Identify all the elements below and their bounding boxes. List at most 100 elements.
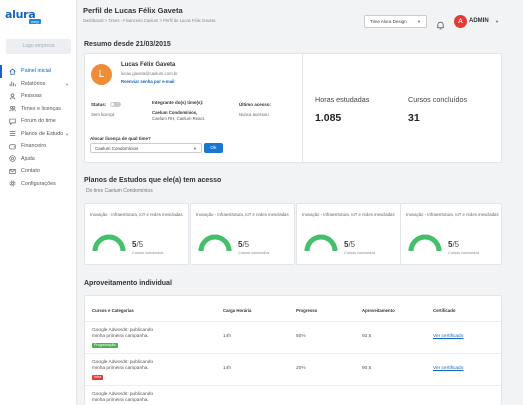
hours-value: 1.085	[315, 112, 342, 124]
company-logo-placeholder: Logo empresa	[6, 39, 71, 54]
table-row: Google Adwords: publicando minha primeira…	[85, 385, 503, 405]
sidebar-item-label: Pessoas	[21, 93, 42, 100]
score-cell: 92,5	[362, 334, 372, 339]
sidebar-item-times-licencas[interactable]: Times e licenças	[0, 103, 77, 116]
chevron-down-icon: ▼	[65, 131, 69, 137]
profile-card: L Lucas Félix Gaveta lucas.gaveta@caelum…	[84, 53, 303, 163]
plan-count-label: Cursos concluídos	[344, 251, 376, 255]
sidebar-nav: Painel inicial Relatórios ▼ Pessoas Time…	[0, 65, 77, 190]
plan-card[interactable]: Inovação - Infraestrutura, IoT e redes m…	[400, 203, 502, 265]
chevron-down-icon: ▼	[65, 81, 69, 87]
plan-count-total: /5	[242, 240, 250, 249]
page-title: Perfil de Lucas Félix Gaveta	[83, 6, 183, 15]
team-select-value: Time Alura Design	[370, 19, 407, 24]
teams-value-2: Caelum RH, Caelum React.	[152, 116, 206, 121]
course-name-line: minha primeira campanha.	[92, 397, 149, 403]
plan-count-done: 5	[238, 240, 243, 249]
page-header: Perfil de Lucas Félix Gaveta Dashboard >…	[77, 0, 523, 38]
plan-count-label: Cursos concluídos	[132, 251, 164, 255]
team-select[interactable]: Time Alura Design ▼	[364, 15, 427, 28]
plan-name: Inovação - Infraestrutura, IoT e redes m…	[302, 212, 395, 217]
course-name-line: Google Adwords: publicando	[92, 328, 154, 333]
table-row: Google Adwords: publicando minha primeira…	[85, 321, 503, 353]
progress-cell: 50%	[296, 334, 306, 339]
status-value: Sem licença	[91, 112, 115, 117]
teams-value-1: Caelum Condomínios,	[152, 110, 198, 115]
sidebar-item-planos-estudo[interactable]: Planos de Estudo ▼	[0, 128, 77, 141]
sidebar-item-label: Relatórios	[21, 80, 46, 87]
course-name-line: minha primeira campanha.	[92, 333, 149, 339]
course-name-line: Google Adwords: publicando	[92, 392, 154, 397]
sidebar-item-painel-inicial[interactable]: Painel inicial	[0, 65, 77, 78]
plan-card[interactable]: Inovação - Infraestrutura, IoT e redes m…	[190, 203, 295, 265]
avatar[interactable]: A	[454, 15, 467, 28]
plan-card[interactable]: Inovação - Infraestrutura, IoT e redes m…	[296, 203, 401, 265]
sidebar-item-label: Painel inicial	[21, 68, 51, 75]
plans-subtitle: Do time Caelum Condomínios	[86, 188, 153, 194]
hours-label: Horas estudadas	[315, 95, 370, 104]
chevron-down-icon[interactable]: ▼	[495, 19, 499, 24]
home-icon	[8, 67, 17, 76]
plan-progress-gauge	[92, 234, 126, 252]
column-header-hours: Carga Horária	[223, 308, 252, 313]
sidebar-item-contato[interactable]: Contato	[0, 165, 77, 178]
plan-count: 5/5	[344, 240, 355, 249]
sidebar-item-ajuda[interactable]: Ajuda	[0, 153, 77, 166]
status-toggle[interactable]	[110, 102, 121, 107]
ok-button[interactable]: Ok	[204, 143, 223, 153]
logo-word: alura	[5, 8, 36, 21]
sidebar-item-label: Ajuda	[21, 155, 35, 162]
plan-count: 5/5	[238, 240, 249, 249]
plan-name: Inovação - Infraestrutura, IoT e redes m…	[406, 212, 499, 217]
courses-label: Cursos concluídos	[408, 95, 468, 104]
plan-count-total: /5	[348, 240, 356, 249]
sidebar-item-relatorios[interactable]: Relatórios ▼	[0, 78, 77, 91]
sidebar-item-configuracoes[interactable]: Configurações	[0, 178, 77, 191]
plan-count: 5/5	[132, 240, 143, 249]
category-badge: Programação	[92, 343, 118, 348]
breadcrumb[interactable]: Dashboard > Times - Financeiro Caelum > …	[83, 18, 216, 23]
user-avatar: L	[91, 64, 112, 85]
view-certificate-link[interactable]: Ver certificado	[433, 334, 464, 339]
chevron-down-icon: ▼	[417, 19, 421, 24]
admin-label[interactable]: ADMIN	[469, 18, 489, 24]
sidebar-item-label: Fórum do time	[21, 118, 56, 125]
sidebar-item-label: Times e licenças	[21, 105, 61, 112]
plans-title: Planos de Estudos que ele(a) tem acesso	[84, 177, 222, 184]
course-name-line: minha primeira campanha.	[92, 365, 149, 371]
plan-name: Inovação - Infraestrutura, IoT e redes m…	[90, 212, 183, 217]
users-icon	[8, 104, 17, 113]
bell-icon[interactable]	[436, 17, 445, 30]
column-header-cert: Certificado	[433, 308, 456, 313]
license-select-value: Caelum Condomínios	[95, 145, 139, 151]
plan-count-done: 5	[448, 240, 453, 249]
plan-count: 5/5	[448, 240, 459, 249]
resend-password-link[interactable]: Reenviar senha por e-mail	[121, 79, 175, 84]
plan-count-done: 5	[132, 240, 137, 249]
license-team-select[interactable]: Caelum Condomínios ▼	[90, 143, 202, 153]
sidebar-item-financeiro[interactable]: Financeiro	[0, 140, 77, 153]
mail-icon	[8, 167, 17, 176]
license-label: Alocar licença de qual time?	[90, 136, 151, 141]
sidebar-item-pessoas[interactable]: Pessoas	[0, 90, 77, 103]
view-certificate-link[interactable]: Ver certificado	[433, 366, 464, 371]
chart-icon	[8, 79, 17, 88]
performance-title: Aproveitamento individual	[84, 280, 172, 287]
sidebar-item-forum[interactable]: Fórum do time	[0, 115, 77, 128]
plan-progress-gauge	[408, 234, 442, 252]
gear-icon	[8, 179, 17, 188]
sidebar-item-label: Financeiro	[21, 143, 47, 150]
logo-tag: corp	[29, 19, 41, 24]
teams-label: Integrante do(s) time(s):	[152, 100, 204, 105]
plan-card[interactable]: Inovação - Infraestrutura, IoT e redes m…	[84, 203, 189, 265]
plan-count-label: Cursos concluídos	[238, 251, 270, 255]
plan-count-total: /5	[452, 240, 460, 249]
wallet-icon	[8, 142, 17, 151]
sidebar-item-label: Planos de Estudo	[21, 130, 64, 137]
column-header-score: Aproveitamento	[362, 308, 395, 313]
alura-logo[interactable]: alura corp	[5, 5, 45, 27]
last-access-value: Nunca acessou	[239, 112, 269, 117]
summary-title: Resumo desde 21/03/2015	[84, 41, 171, 48]
progress-cell: 20%	[296, 366, 306, 371]
plan-progress-gauge	[198, 234, 232, 252]
